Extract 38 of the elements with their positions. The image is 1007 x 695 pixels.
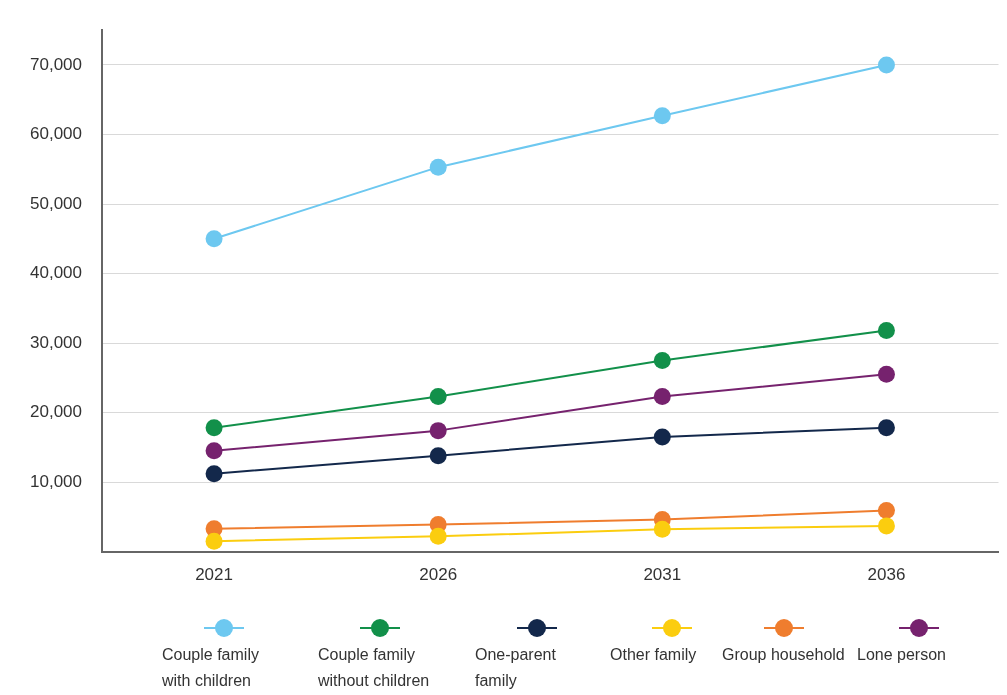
- y-tick-label: 60,000: [30, 124, 82, 144]
- point: [653, 428, 671, 446]
- point: [205, 419, 223, 437]
- legend-label: Lone person: [857, 645, 947, 665]
- point: [877, 517, 895, 535]
- point: [877, 502, 895, 520]
- point: [429, 447, 447, 465]
- point: [429, 527, 447, 545]
- x-tick-label: 2031: [643, 565, 682, 585]
- point: [205, 532, 223, 550]
- point: [877, 322, 895, 340]
- y-tick-label: 70,000: [30, 54, 82, 74]
- point: [205, 230, 223, 248]
- legend-label: Couple family without children: [318, 645, 431, 691]
- y-tick-label: 10,000: [30, 471, 82, 491]
- y-tick-label: 40,000: [30, 263, 82, 283]
- point: [429, 158, 447, 176]
- legend-label: Couple family with children: [162, 645, 260, 691]
- legend-label: One-parent family: [475, 645, 557, 691]
- y-tick-label: 50,000: [30, 193, 82, 213]
- point: [429, 422, 447, 440]
- y-tick-label: 20,000: [30, 402, 82, 422]
- point: [205, 442, 223, 460]
- point: [653, 351, 671, 369]
- y-tick-label: 30,000: [30, 332, 82, 352]
- point: [877, 419, 895, 437]
- x-tick-label: 2036: [867, 565, 906, 585]
- point: [653, 388, 671, 406]
- point: [653, 520, 671, 538]
- legend-label: Group household: [722, 645, 846, 665]
- point: [877, 365, 895, 383]
- point: [205, 465, 223, 483]
- point: [429, 388, 447, 406]
- x-tick-label: 2021: [195, 565, 233, 585]
- legend-label: Other family: [610, 646, 697, 663]
- x-tick-label: 2026: [419, 565, 458, 585]
- point: [653, 107, 671, 125]
- point: [877, 56, 895, 74]
